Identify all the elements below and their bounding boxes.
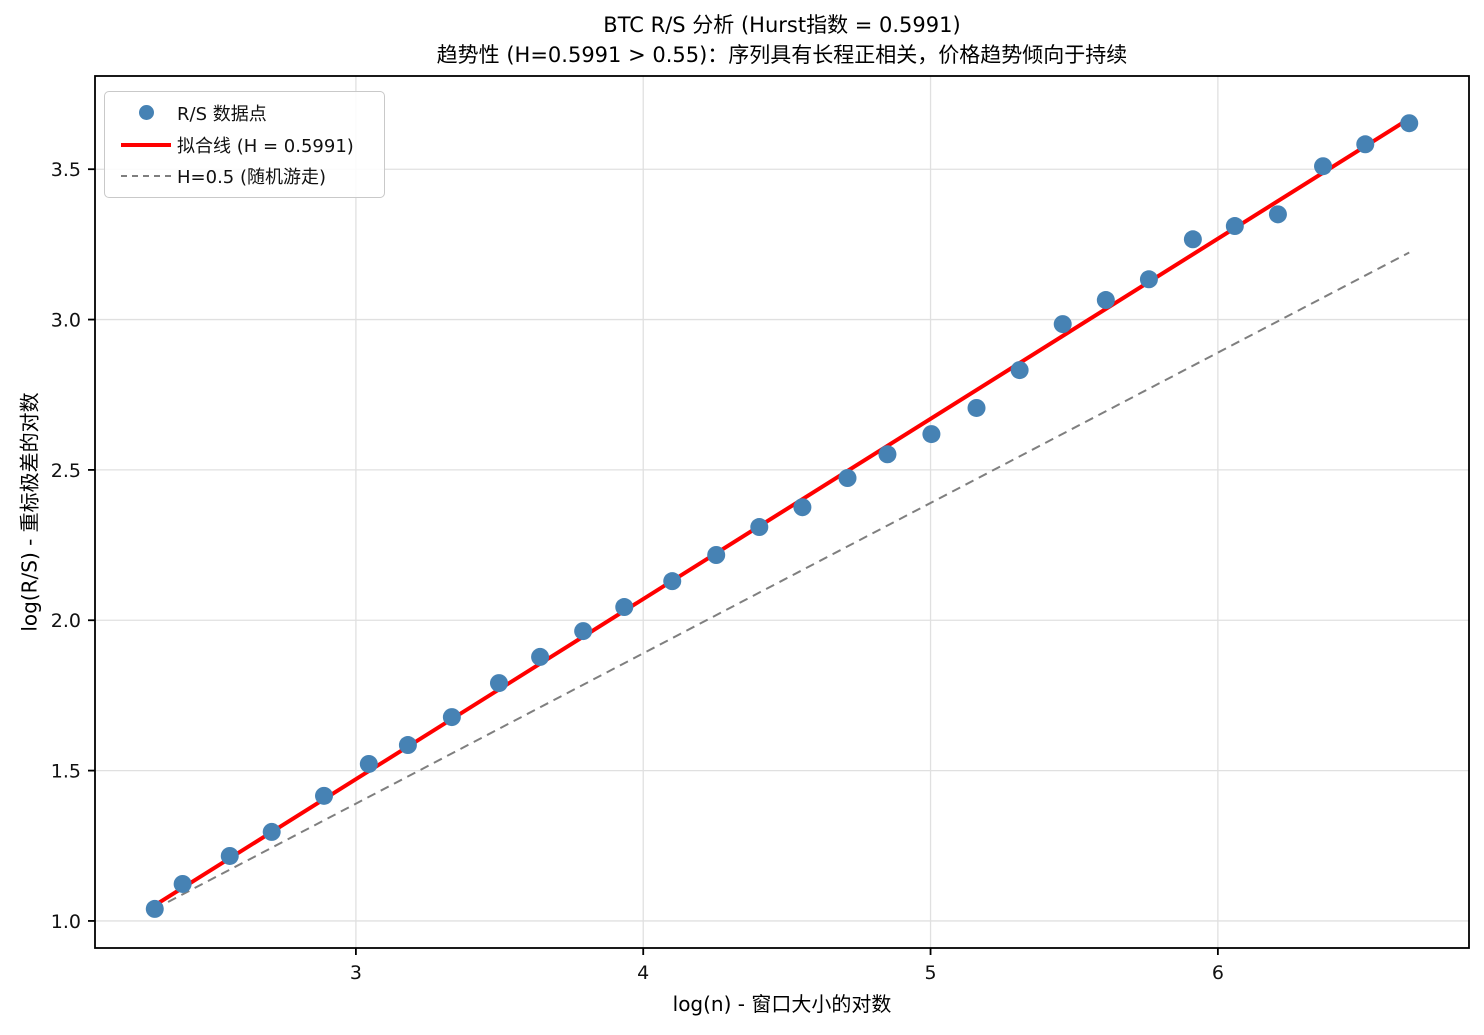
scatter-point [1183,230,1202,249]
scatter-point [878,445,897,464]
chart-subtitle: 趋势性 (H=0.5991 > 0.55)：序列具有长程正相关，价格趋势倾向于持… [436,43,1128,67]
x-tick-label: 6 [1212,962,1224,984]
title-block: BTC R/S 分析 (Hurst指数 = 0.5991) 趋势性 (H=0.5… [95,10,1469,70]
scatter-point [1225,217,1244,236]
scatter-point [1314,157,1333,176]
scatter-point [574,622,593,641]
scatter-point [531,647,550,666]
scatter-point [750,518,769,537]
chart-title: BTC R/S 分析 (Hurst指数 = 0.5991) [603,13,961,37]
y-tick-label: 1.0 [51,911,81,933]
scatter-point [442,708,461,727]
x-tick-label: 4 [637,962,649,984]
scatter-point [1010,361,1029,380]
plot-border [94,75,1470,949]
y-tick-label: 2.5 [51,460,81,482]
scatter-point [398,736,417,755]
legend-item-label: H=0.5 (随机游走) [177,167,327,189]
scatter-point [793,498,812,517]
scatter-point [173,874,192,893]
scatter-point [967,398,986,417]
scatter-point [838,469,857,488]
y-tick-label: 2.0 [51,610,81,632]
scatter-point [145,899,164,918]
legend-dash-icon [115,175,177,178]
legend-item: R/S 数据点 [115,97,374,129]
scatter-point [707,545,726,564]
legend-line-icon [115,142,177,147]
legend: R/S 数据点拟合线 (H = 0.5991) H=0.5 (随机游走) [104,91,385,198]
legend-item: H=0.5 (随机游走) [115,160,374,192]
y-axis-label: log(R/S) - 重标极差的对数 [17,392,42,632]
scatter-point [1096,291,1115,310]
x-axis-label: log(n) - 窗口大小的对数 [672,992,892,1016]
scatter-point [359,754,378,773]
scatter-point [262,822,281,841]
fit-line [153,117,1411,907]
x-tick-label: 3 [350,962,362,984]
scatter-point [1139,270,1158,289]
legend-dot-icon [115,105,177,121]
legend-item-label: R/S 数据点 [177,103,267,125]
legend-item-label: 拟合线 (H = 0.5991) [177,135,354,157]
y-tick-label: 3.0 [51,310,81,332]
y-tick-label: 3.5 [51,159,81,181]
scatter-point [1400,114,1419,133]
scatter-point [663,572,682,591]
y-tick-label: 1.5 [51,761,81,783]
scatter-point [489,674,508,693]
scatter-point [1356,135,1375,154]
scatter-point [1053,315,1072,334]
legend-item: 拟合线 (H = 0.5991) [115,129,374,161]
scatter-point [922,425,941,444]
scatter-point [220,846,239,865]
scatter-point [315,786,333,805]
random-walk-line [154,251,1410,910]
scatter-point [615,598,634,617]
scatter-point [1268,205,1287,224]
x-tick-label: 5 [925,962,937,984]
